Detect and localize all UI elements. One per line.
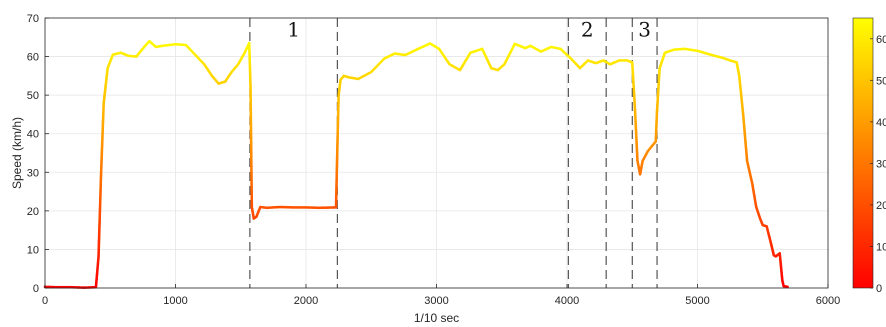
x-tick-label: 2000 [294, 295, 318, 307]
x-tick-label: 0 [42, 295, 48, 307]
y-tick-label: 0 [33, 283, 39, 295]
data-point [786, 285, 789, 289]
colorbar-tick-label: 30 [876, 158, 886, 170]
y-tick-label: 20 [27, 206, 39, 218]
y-tick-label: 10 [27, 244, 39, 256]
x-axis-label: 1/10 sec [414, 311, 459, 325]
colorbar-tick-label: 50 [876, 75, 886, 87]
y-tick-label: 30 [27, 167, 39, 179]
colorbar-tick-label: 60 [876, 34, 886, 46]
x-tick-label: 5000 [685, 295, 709, 307]
region-label: 3 [638, 18, 651, 42]
colorbar-tick-label: 40 [876, 117, 886, 129]
x-tick-label: 6000 [816, 295, 840, 307]
y-axis-label: Speed (km/h) [10, 117, 24, 189]
colorbar-ticks: 0 10 20 30 40 50 60 [870, 34, 886, 295]
y-axis-ticks: 0 10 20 30 40 50 60 70 [27, 13, 49, 295]
x-tick-label: 4000 [555, 295, 579, 307]
colorbar-tick-label: 10 [876, 241, 886, 253]
region-label: 2 [581, 18, 594, 42]
region-labels: 1 2 3 [287, 18, 651, 42]
x-tick-label: 3000 [424, 295, 448, 307]
y-tick-label: 50 [27, 90, 39, 102]
x-tick-label: 1000 [163, 295, 187, 307]
y-tick-label: 60 [27, 52, 39, 64]
colorbar-tick-label: 0 [876, 283, 882, 295]
y-tick-label: 40 [27, 129, 39, 141]
colorbar-tick-label: 20 [876, 200, 886, 212]
colorbar [852, 17, 874, 289]
y-tick-label: 70 [27, 13, 39, 25]
data-points [43, 39, 789, 289]
x-axis-ticks: 0 1000 2000 3000 4000 5000 6000 [42, 284, 840, 307]
region-label: 1 [287, 18, 300, 42]
